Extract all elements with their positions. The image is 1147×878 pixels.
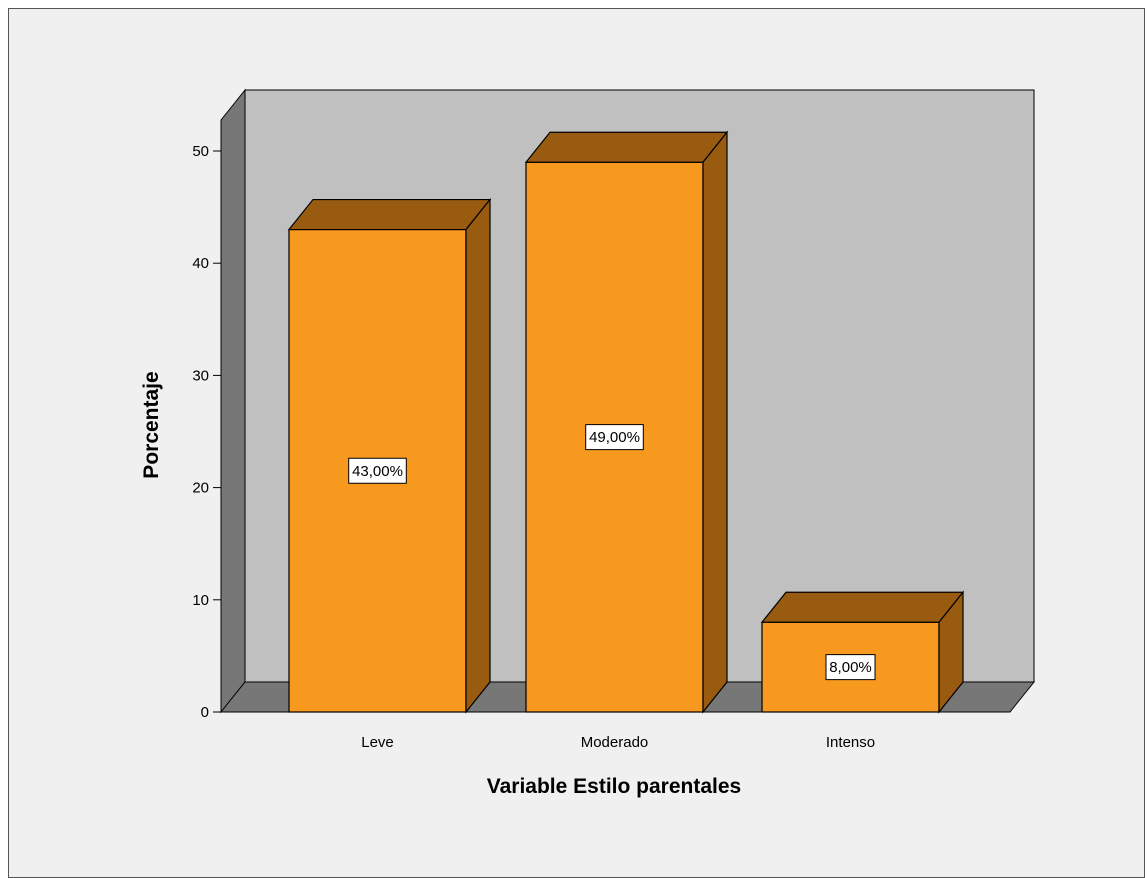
bar-side xyxy=(702,130,728,714)
bar-side xyxy=(465,197,491,714)
bars-group: 43,00% 49,00% 8,00% xyxy=(287,130,965,714)
x-axis-title: Variable Estilo parentales xyxy=(487,775,741,798)
data-label: 49,00% xyxy=(589,429,640,446)
data-label-box xyxy=(825,654,876,681)
bar-top xyxy=(760,591,965,623)
x-tick-label: Moderado xyxy=(581,734,649,751)
data-label: 43,00% xyxy=(352,463,403,480)
x-tick-label: Intenso xyxy=(826,734,875,751)
y-tick-label: 10 xyxy=(192,592,209,609)
bar-top xyxy=(287,198,492,231)
y-axis-title: Porcentaje xyxy=(140,371,163,478)
y-tick-label: 0 xyxy=(201,704,209,721)
y-tick-label: 50 xyxy=(192,143,209,160)
y-tick-label: 20 xyxy=(192,480,209,497)
data-label: 8,00% xyxy=(829,659,872,676)
y-axis: 0 10 20 30 40 50 xyxy=(192,143,221,721)
y-tick-label: 40 xyxy=(192,255,209,272)
x-axis-ticks: Leve Moderado Intenso xyxy=(361,734,875,751)
data-label-box xyxy=(348,457,407,484)
bar-top xyxy=(524,131,729,163)
data-label-box xyxy=(585,424,644,451)
x-tick-label: Leve xyxy=(361,734,394,751)
side-wall xyxy=(220,88,246,714)
bar-side xyxy=(938,590,964,714)
y-tick-label: 30 xyxy=(192,367,209,384)
